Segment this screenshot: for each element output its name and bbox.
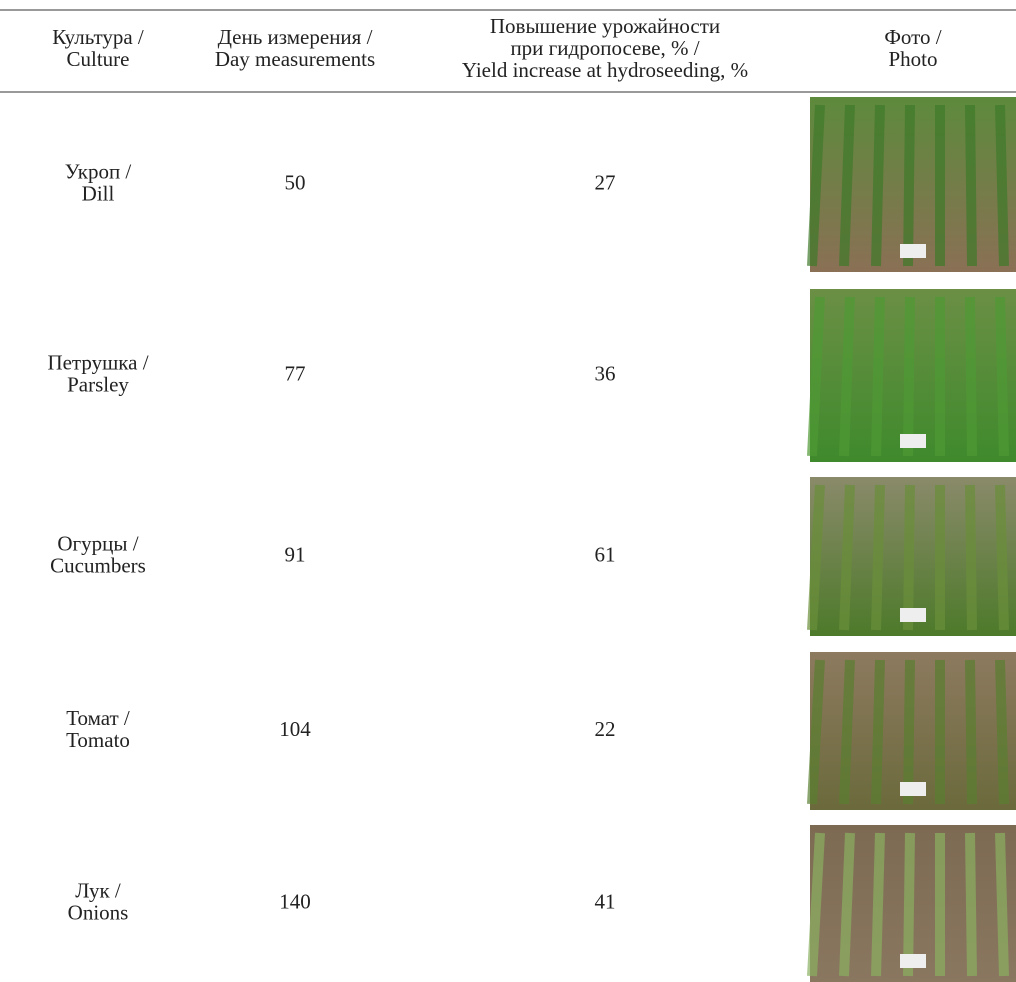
header-cell: Фото / — [884, 25, 941, 49]
day-cell: 50 — [285, 170, 306, 194]
yield-cell: 22 — [595, 717, 616, 741]
header-cell: Yield increase at hydroseeding, % — [462, 58, 748, 82]
photo-label — [900, 782, 926, 796]
photo-detail — [807, 104, 825, 267]
photo-detail — [965, 832, 977, 977]
header-cell: Культура / — [52, 25, 144, 49]
photo-detail — [903, 832, 915, 977]
header-cell: Day measurements — [215, 47, 375, 71]
photo-detail — [995, 659, 1009, 805]
photo-detail — [903, 484, 915, 631]
header-cell: при гидропосеве, % / — [510, 36, 699, 60]
photo-detail — [839, 104, 855, 267]
yield-cell: 27 — [595, 170, 616, 194]
photo-detail — [903, 104, 915, 267]
day-cell: 91 — [285, 542, 306, 566]
header-cell: Culture — [67, 47, 130, 71]
photo-detail — [965, 296, 977, 457]
photo-detail — [839, 484, 855, 631]
photo-detail — [995, 484, 1009, 631]
photo-detail — [995, 832, 1009, 977]
photo-detail — [839, 659, 855, 805]
day-cell: 104 — [279, 717, 311, 741]
culture-cell: Томат / — [66, 706, 130, 730]
photo-detail — [965, 484, 977, 631]
yield-cell: 61 — [595, 542, 616, 566]
culture-cell: Cucumbers — [50, 553, 146, 577]
header-cell: Photo — [888, 47, 937, 71]
photo-detail — [871, 484, 885, 631]
photo-detail — [965, 104, 977, 267]
photo-label — [900, 434, 926, 448]
yield-cell: 36 — [595, 361, 616, 385]
yield-cell: 41 — [595, 889, 616, 913]
photo-label — [900, 608, 926, 622]
culture-cell: Петрушка / — [47, 350, 148, 374]
photo-label — [900, 954, 926, 968]
culture-cell: Лук / — [75, 878, 121, 902]
culture-cell: Onions — [68, 900, 129, 924]
culture-cell: Укроп / — [65, 159, 132, 183]
day-cell: 140 — [279, 889, 311, 913]
photo-detail — [807, 484, 825, 631]
photo-detail — [807, 659, 825, 805]
photo-detail — [995, 296, 1009, 457]
photo-detail — [965, 659, 977, 805]
photo-detail — [807, 832, 825, 977]
culture-cell: Tomato — [66, 728, 130, 752]
photo-detail — [903, 296, 915, 457]
photo-detail — [903, 659, 915, 805]
header-cell: День измерения / — [218, 25, 373, 49]
photo-detail — [871, 104, 885, 267]
day-cell: 77 — [285, 361, 306, 385]
culture-cell: Parsley — [67, 372, 129, 396]
photo-detail — [839, 296, 855, 457]
culture-cell: Dill — [82, 181, 115, 205]
photo-detail — [871, 296, 885, 457]
photo-detail — [871, 659, 885, 805]
culture-cell: Огурцы / — [57, 531, 138, 555]
header-cell: Повышение урожайности — [490, 14, 720, 38]
photo-label — [900, 244, 926, 258]
photo-detail — [871, 832, 885, 977]
photo-detail — [995, 104, 1009, 267]
photo-detail — [807, 296, 825, 457]
photo-detail — [839, 832, 855, 977]
